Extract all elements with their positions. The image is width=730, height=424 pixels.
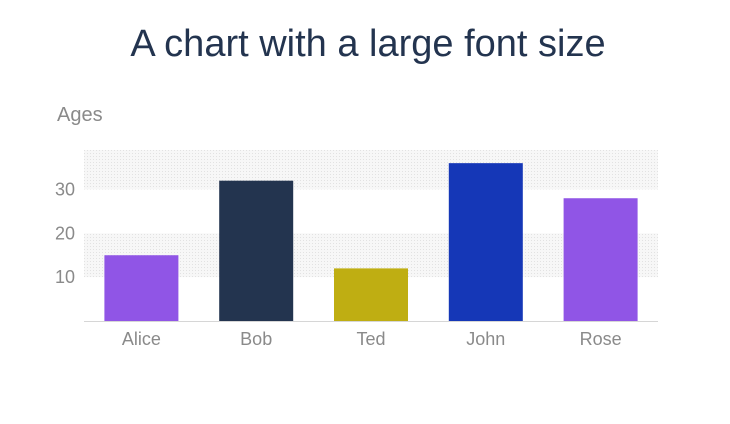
bars (104, 163, 638, 321)
bar-ted (334, 268, 408, 321)
y-tick-label: 30 (55, 179, 75, 199)
y-tick-label: 20 (55, 223, 75, 243)
grid-bands (84, 150, 658, 278)
category-label: Bob (240, 329, 272, 349)
category-label: Rose (580, 329, 622, 349)
y-tick-label: 10 (55, 267, 75, 287)
bar-alice (104, 255, 179, 321)
bar-rose (563, 198, 638, 321)
category-label: Alice (122, 329, 161, 349)
y-tick-labels: 10 20 30 (55, 179, 75, 287)
chart-title: A chart with a large font size (130, 23, 605, 65)
y-axis-label: Ages (57, 104, 103, 126)
grid-band (84, 150, 658, 190)
category-labels: Alice Bob Ted John Rose (122, 329, 622, 349)
category-label: John (466, 329, 505, 349)
bar-john (448, 163, 523, 321)
category-label: Ted (356, 329, 385, 349)
bar-bob (219, 180, 294, 321)
